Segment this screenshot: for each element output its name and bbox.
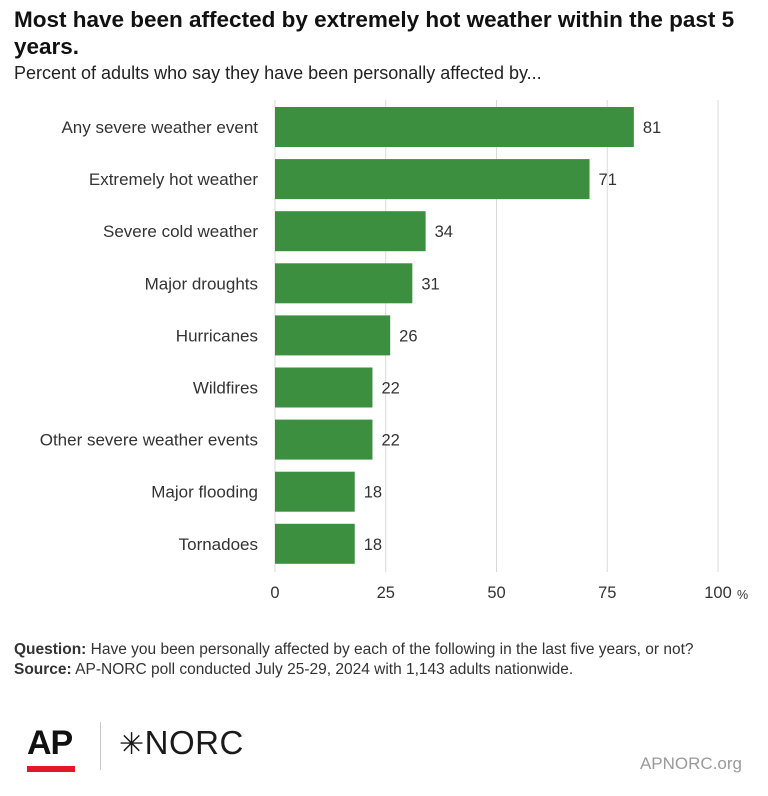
data-label: 81 bbox=[643, 119, 661, 137]
category-label: Extremely hot weather bbox=[89, 170, 258, 189]
x-tick-label: 0 bbox=[270, 584, 279, 602]
bar bbox=[275, 367, 373, 408]
category-label: Major droughts bbox=[145, 274, 258, 293]
value-labels: 81 71 34 31 26 22 22 18 18 bbox=[364, 119, 661, 554]
bar bbox=[275, 159, 590, 200]
category-label: Hurricanes bbox=[176, 326, 258, 345]
norc-logo: ✳NORC bbox=[119, 724, 244, 762]
x-axis-ticks: 0 25 50 75 100% bbox=[270, 584, 748, 602]
footer-notes: Question: Have you been personally affec… bbox=[14, 640, 754, 680]
ap-logo-underline bbox=[27, 766, 75, 772]
source-note: Source: AP-NORC poll conducted July 25-2… bbox=[14, 660, 754, 680]
chart-subtitle: Percent of adults who say they have been… bbox=[14, 63, 542, 83]
data-label: 31 bbox=[421, 275, 439, 293]
source-label: Source: bbox=[14, 661, 72, 678]
question-label: Question: bbox=[14, 641, 87, 658]
bar-chart: Any severe weather event Extremely hot we… bbox=[40, 100, 748, 602]
bar bbox=[275, 315, 391, 356]
bar bbox=[275, 263, 413, 304]
ap-logo: AP bbox=[27, 724, 73, 762]
norc-wordmark: NORC bbox=[144, 724, 244, 761]
bar bbox=[275, 107, 634, 147]
x-tick-label: 100 bbox=[704, 584, 732, 602]
bar bbox=[275, 471, 355, 512]
data-label: 18 bbox=[364, 536, 382, 554]
category-label: Other severe weather events bbox=[40, 431, 258, 450]
bar bbox=[275, 419, 373, 460]
x-axis-unit: % bbox=[737, 588, 748, 602]
category-label: Tornadoes bbox=[179, 535, 258, 554]
data-label: 71 bbox=[599, 171, 617, 189]
category-label: Major flooding bbox=[151, 483, 258, 502]
x-tick-label: 75 bbox=[598, 584, 616, 602]
category-label: Severe cold weather bbox=[103, 222, 258, 241]
question-text: Have you been personally affected by eac… bbox=[90, 641, 694, 658]
data-label: 34 bbox=[435, 223, 453, 241]
bar bbox=[275, 523, 355, 564]
x-tick-label: 50 bbox=[487, 584, 505, 602]
source-text: AP-NORC poll conducted July 25-29, 2024 … bbox=[75, 661, 574, 678]
apnorc-url[interactable]: APNORC.org bbox=[639, 754, 742, 773]
category-label: Wildfires bbox=[193, 379, 258, 398]
category-labels: Any severe weather event Extremely hot we… bbox=[40, 118, 259, 554]
bar bbox=[275, 211, 426, 252]
data-label: 26 bbox=[399, 327, 417, 345]
x-tick-label: 25 bbox=[377, 584, 395, 602]
data-label: 22 bbox=[381, 380, 399, 398]
norc-asterisk-icon: ✳ bbox=[119, 728, 145, 761]
data-label: 22 bbox=[381, 432, 399, 450]
question-note: Question: Have you been personally affec… bbox=[14, 640, 754, 660]
data-label: 18 bbox=[364, 484, 382, 502]
logo-divider bbox=[100, 722, 101, 770]
chart-title: Most have been affected by extremely hot… bbox=[14, 7, 735, 59]
category-label: Any severe weather event bbox=[61, 118, 258, 137]
bars bbox=[275, 107, 634, 564]
